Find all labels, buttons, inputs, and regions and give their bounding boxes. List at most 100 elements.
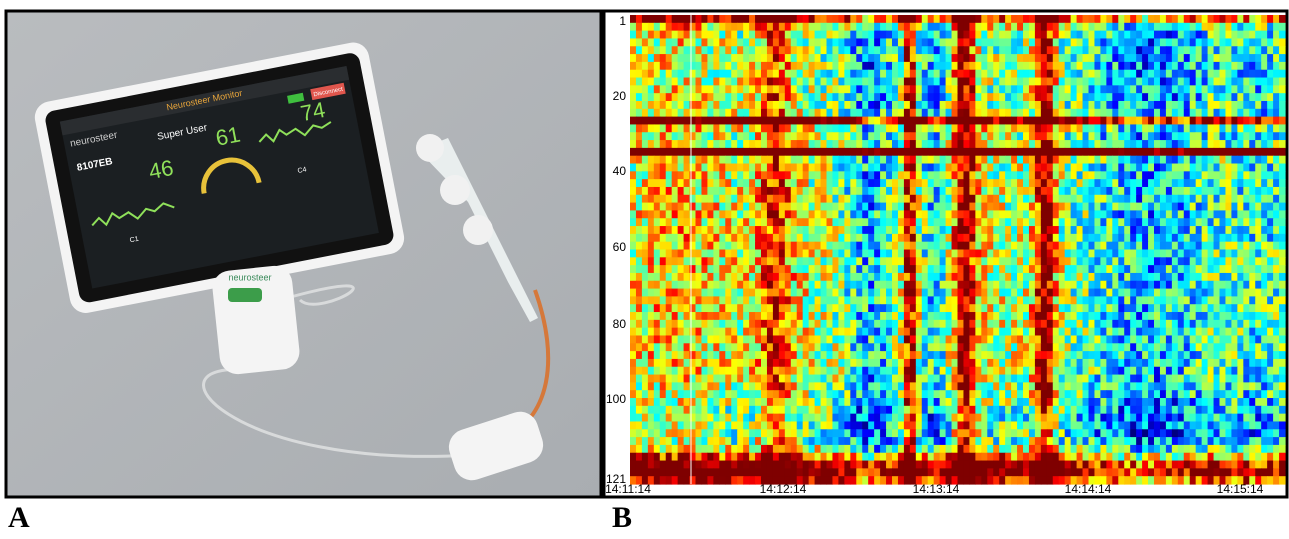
heatmap-cell: [1136, 234, 1143, 242]
heatmap-cell: [1005, 218, 1012, 226]
heatmap-cell: [1148, 257, 1155, 265]
heatmap-cell: [1225, 46, 1232, 54]
heatmap-cell: [648, 132, 655, 140]
heatmap-cell: [850, 210, 857, 218]
heatmap-cell: [1089, 203, 1096, 211]
heatmap-cell: [916, 250, 923, 258]
heatmap-cell: [1023, 304, 1030, 312]
heatmap-cell: [1255, 15, 1262, 23]
heatmap-cell: [642, 140, 649, 148]
heatmap-cell: [940, 140, 947, 148]
heatmap-cell: [648, 54, 655, 62]
heatmap-cell: [791, 304, 798, 312]
heatmap-cell: [1261, 335, 1268, 343]
heatmap-cell: [880, 203, 887, 211]
heatmap-cell: [886, 257, 893, 265]
heatmap-cell: [850, 281, 857, 289]
heatmap-cell: [862, 156, 869, 164]
heatmap-cell: [648, 148, 655, 156]
heatmap-cell: [1166, 359, 1173, 367]
heatmap-cell: [660, 304, 667, 312]
heatmap-cell: [868, 328, 875, 336]
heatmap-cell: [850, 351, 857, 359]
heatmap-cell: [1100, 140, 1107, 148]
heatmap-cell: [1011, 101, 1018, 109]
heatmap-cell: [1255, 54, 1262, 62]
heatmap-cell: [749, 195, 756, 203]
heatmap-cell: [755, 15, 762, 23]
heatmap-cell: [1214, 78, 1221, 86]
heatmap-cell: [1023, 195, 1030, 203]
heatmap-cell: [785, 289, 792, 297]
heatmap-cell: [809, 304, 816, 312]
heatmap-cell: [1077, 101, 1084, 109]
heatmap-cell: [755, 351, 762, 359]
heatmap-cell: [1220, 93, 1227, 101]
heatmap-cell: [1243, 195, 1250, 203]
heatmap-cell: [672, 234, 679, 242]
heatmap-cell: [958, 140, 965, 148]
heatmap-cell: [773, 210, 780, 218]
heatmap-cell: [946, 273, 953, 281]
heatmap-cell: [1059, 250, 1066, 258]
heatmap-cell: [1047, 304, 1054, 312]
heatmap-cell: [1154, 296, 1161, 304]
heatmap-cell: [1196, 140, 1203, 148]
heatmap-cell: [1083, 265, 1090, 273]
heatmap-cell: [821, 273, 828, 281]
heatmap-cell: [761, 187, 768, 195]
heatmap-cell: [1214, 109, 1221, 117]
heatmap-cell: [910, 156, 917, 164]
heatmap-cell: [886, 124, 893, 132]
heatmap-cell: [666, 273, 673, 281]
heatmap-cell: [1237, 328, 1244, 336]
heatmap-cell: [1220, 187, 1227, 195]
heatmap-cell: [761, 242, 768, 250]
heatmap-cell: [707, 203, 714, 211]
heatmap-cell: [850, 226, 857, 234]
heatmap-cell: [660, 38, 667, 46]
heatmap-cell: [1160, 70, 1167, 78]
heatmap-cell: [1005, 62, 1012, 70]
heatmap-cell: [838, 132, 845, 140]
heatmap-cell: [1106, 140, 1113, 148]
heatmap-cell: [1130, 15, 1137, 23]
heatmap-cell: [779, 257, 786, 265]
heatmap-cell: [952, 320, 959, 328]
heatmap-cell: [1136, 109, 1143, 117]
heatmap-cell: [809, 117, 816, 125]
heatmap-cell: [672, 179, 679, 187]
heatmap-cell: [928, 38, 935, 46]
heatmap-cell: [684, 367, 691, 375]
heatmap-cell: [1184, 31, 1191, 39]
heatmap-cell: [981, 234, 988, 242]
heatmap-cell: [630, 31, 637, 39]
heatmap-cell: [713, 257, 720, 265]
heatmap-cell: [707, 171, 714, 179]
heatmap-cell: [767, 296, 774, 304]
heatmap-cell: [1094, 265, 1101, 273]
heatmap-cell: [1083, 70, 1090, 78]
heatmap-cell: [963, 265, 970, 273]
heatmap-cell: [678, 210, 685, 218]
heatmap-cell: [1005, 281, 1012, 289]
heatmap-cell: [1118, 171, 1125, 179]
heatmap-cell: [1053, 257, 1060, 265]
heatmap-cell: [1029, 203, 1036, 211]
heatmap-cell: [1267, 343, 1274, 351]
heatmap-cell: [1184, 351, 1191, 359]
heatmap-cell: [1094, 304, 1101, 312]
heatmap-cell: [1083, 343, 1090, 351]
heatmap-cell: [1053, 351, 1060, 359]
heatmap-cell: [1083, 148, 1090, 156]
heatmap-cell: [707, 351, 714, 359]
heatmap-cell: [1017, 242, 1024, 250]
heatmap-cell: [707, 117, 714, 125]
heatmap-cell: [1178, 328, 1185, 336]
heatmap-cell: [773, 31, 780, 39]
heatmap-cell: [1083, 38, 1090, 46]
heatmap-cell: [1029, 23, 1036, 31]
heatmap-cell: [958, 265, 965, 273]
heatmap-cell: [892, 273, 899, 281]
heatmap-cell: [856, 273, 863, 281]
